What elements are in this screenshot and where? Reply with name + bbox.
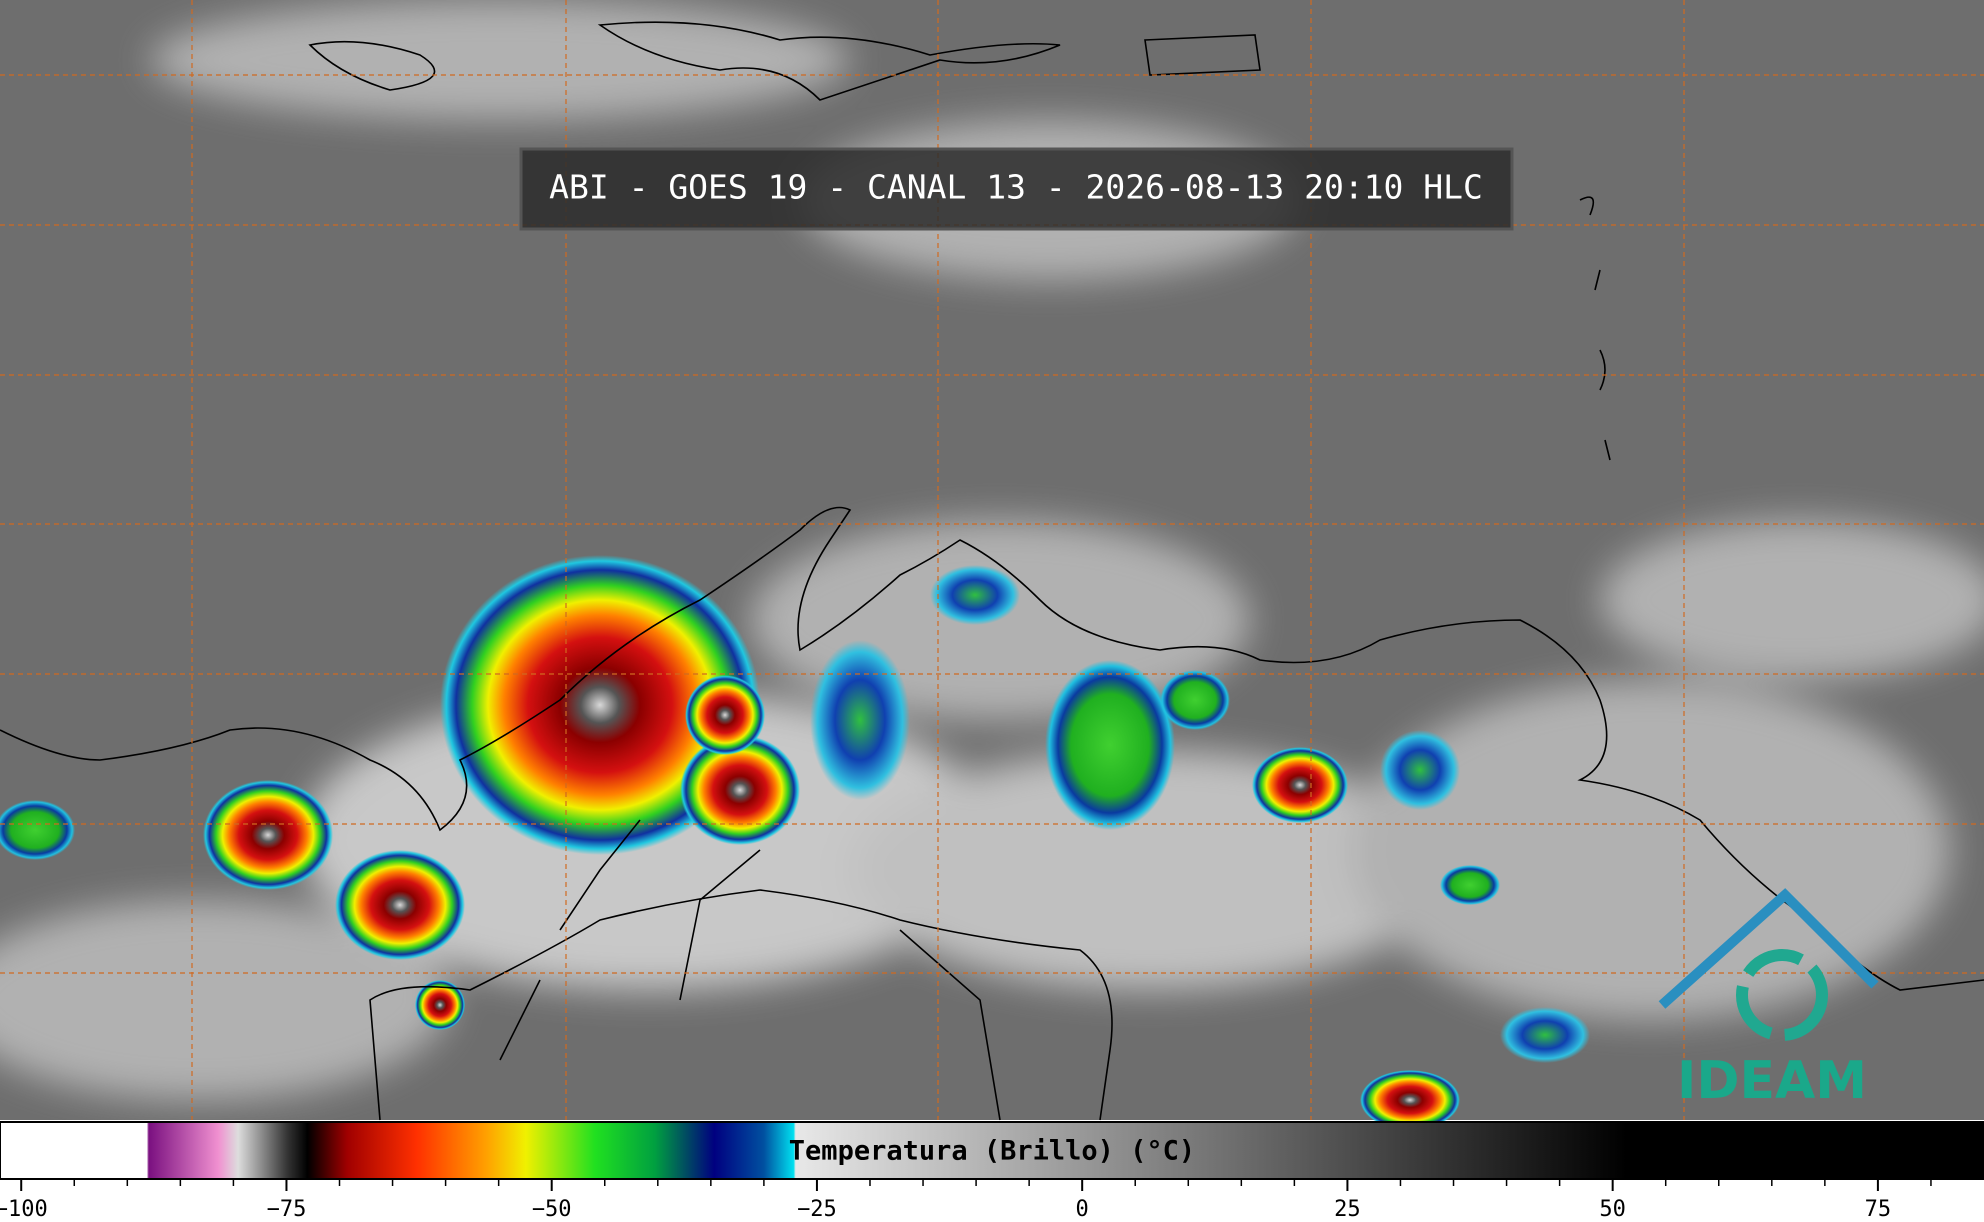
logo: IDEAM [1658, 888, 1879, 1111]
tick-label: 50 [1599, 1197, 1626, 1222]
tick-label: −25 [797, 1197, 837, 1222]
tick-label: −100 [0, 1197, 48, 1222]
colorbar-label: Temperatura (Brillo) (°C) [789, 1136, 1195, 1167]
logo-text: IDEAM [1677, 1051, 1867, 1111]
coastlines [0, 21, 1984, 1121]
tick-label: −50 [532, 1197, 572, 1222]
storms [0, 555, 1590, 1130]
tick-label: −75 [267, 1197, 307, 1222]
tick-label: 25 [1334, 1197, 1361, 1222]
tick-label: 75 [1865, 1197, 1892, 1222]
colorbar: Temperatura (Brillo) (°C) −100 −75 −50 −25 0… [0, 1121, 1984, 1222]
title-box: ABI - GOES 19 - CANAL 13 - 2026-08-13 20… [519, 147, 1514, 231]
colorbar-scale [0, 1121, 1984, 1180]
title: ABI - GOES 19 - CANAL 13 - 2026-08-13 20… [549, 168, 1483, 207]
tick-label: 0 [1076, 1197, 1089, 1222]
